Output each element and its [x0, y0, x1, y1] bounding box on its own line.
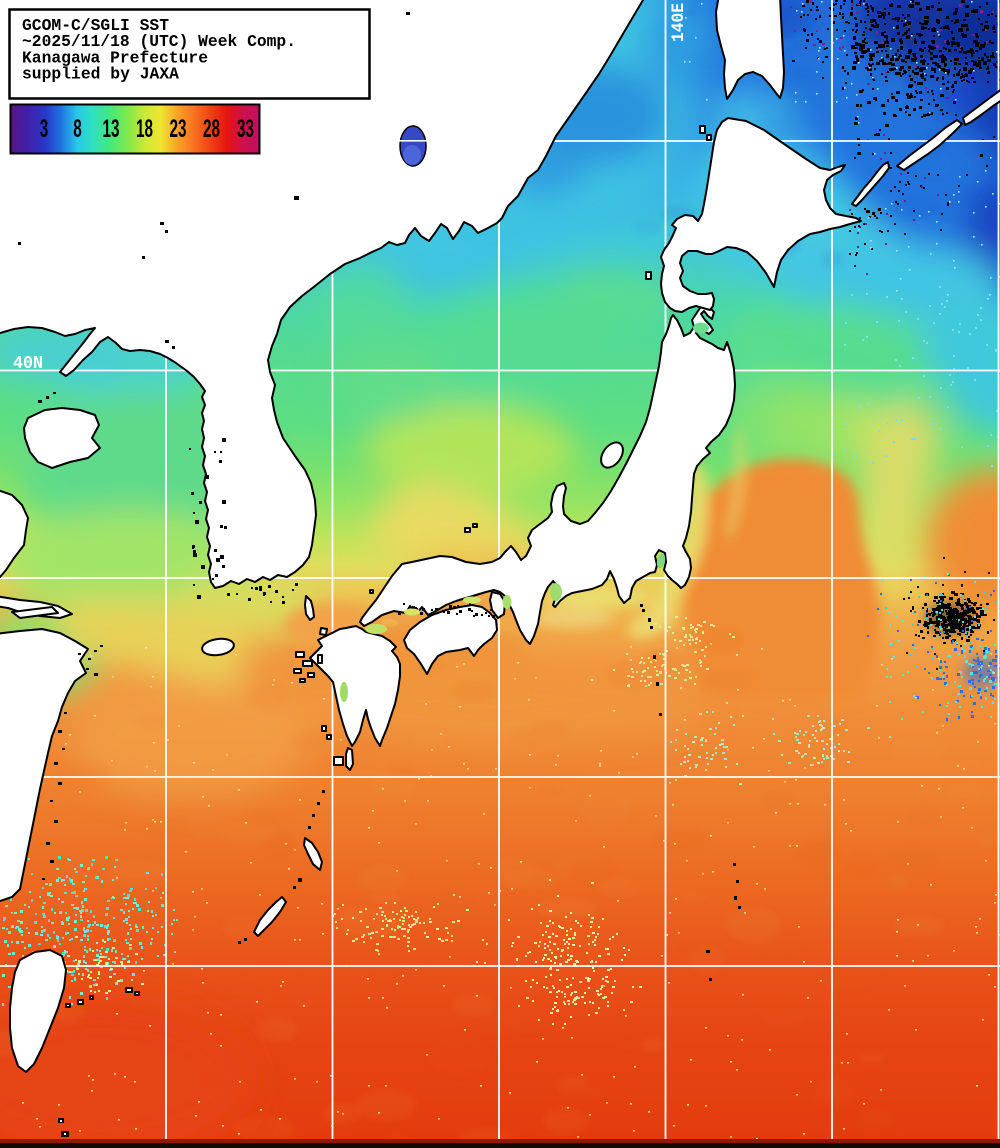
svg-text:18: 18	[136, 115, 153, 143]
svg-text:40N: 40N	[13, 353, 43, 374]
svg-text:23: 23	[170, 115, 187, 143]
svg-text:28: 28	[203, 115, 220, 143]
svg-text:33: 33	[237, 115, 254, 143]
svg-text:13: 13	[103, 115, 120, 143]
svg-text:GCOM-C/SGLI SST: GCOM-C/SGLI SST	[22, 16, 169, 35]
svg-text:supplied by JAXA: supplied by JAXA	[22, 65, 179, 84]
svg-text:3: 3	[40, 115, 49, 143]
svg-text:~2025/11/18 (UTC) Week Comp.: ~2025/11/18 (UTC) Week Comp.	[22, 32, 296, 51]
svg-text:Kanagawa Prefecture: Kanagawa Prefecture	[22, 48, 208, 67]
svg-text:140E: 140E	[669, 3, 689, 42]
svg-text:8: 8	[73, 115, 82, 143]
